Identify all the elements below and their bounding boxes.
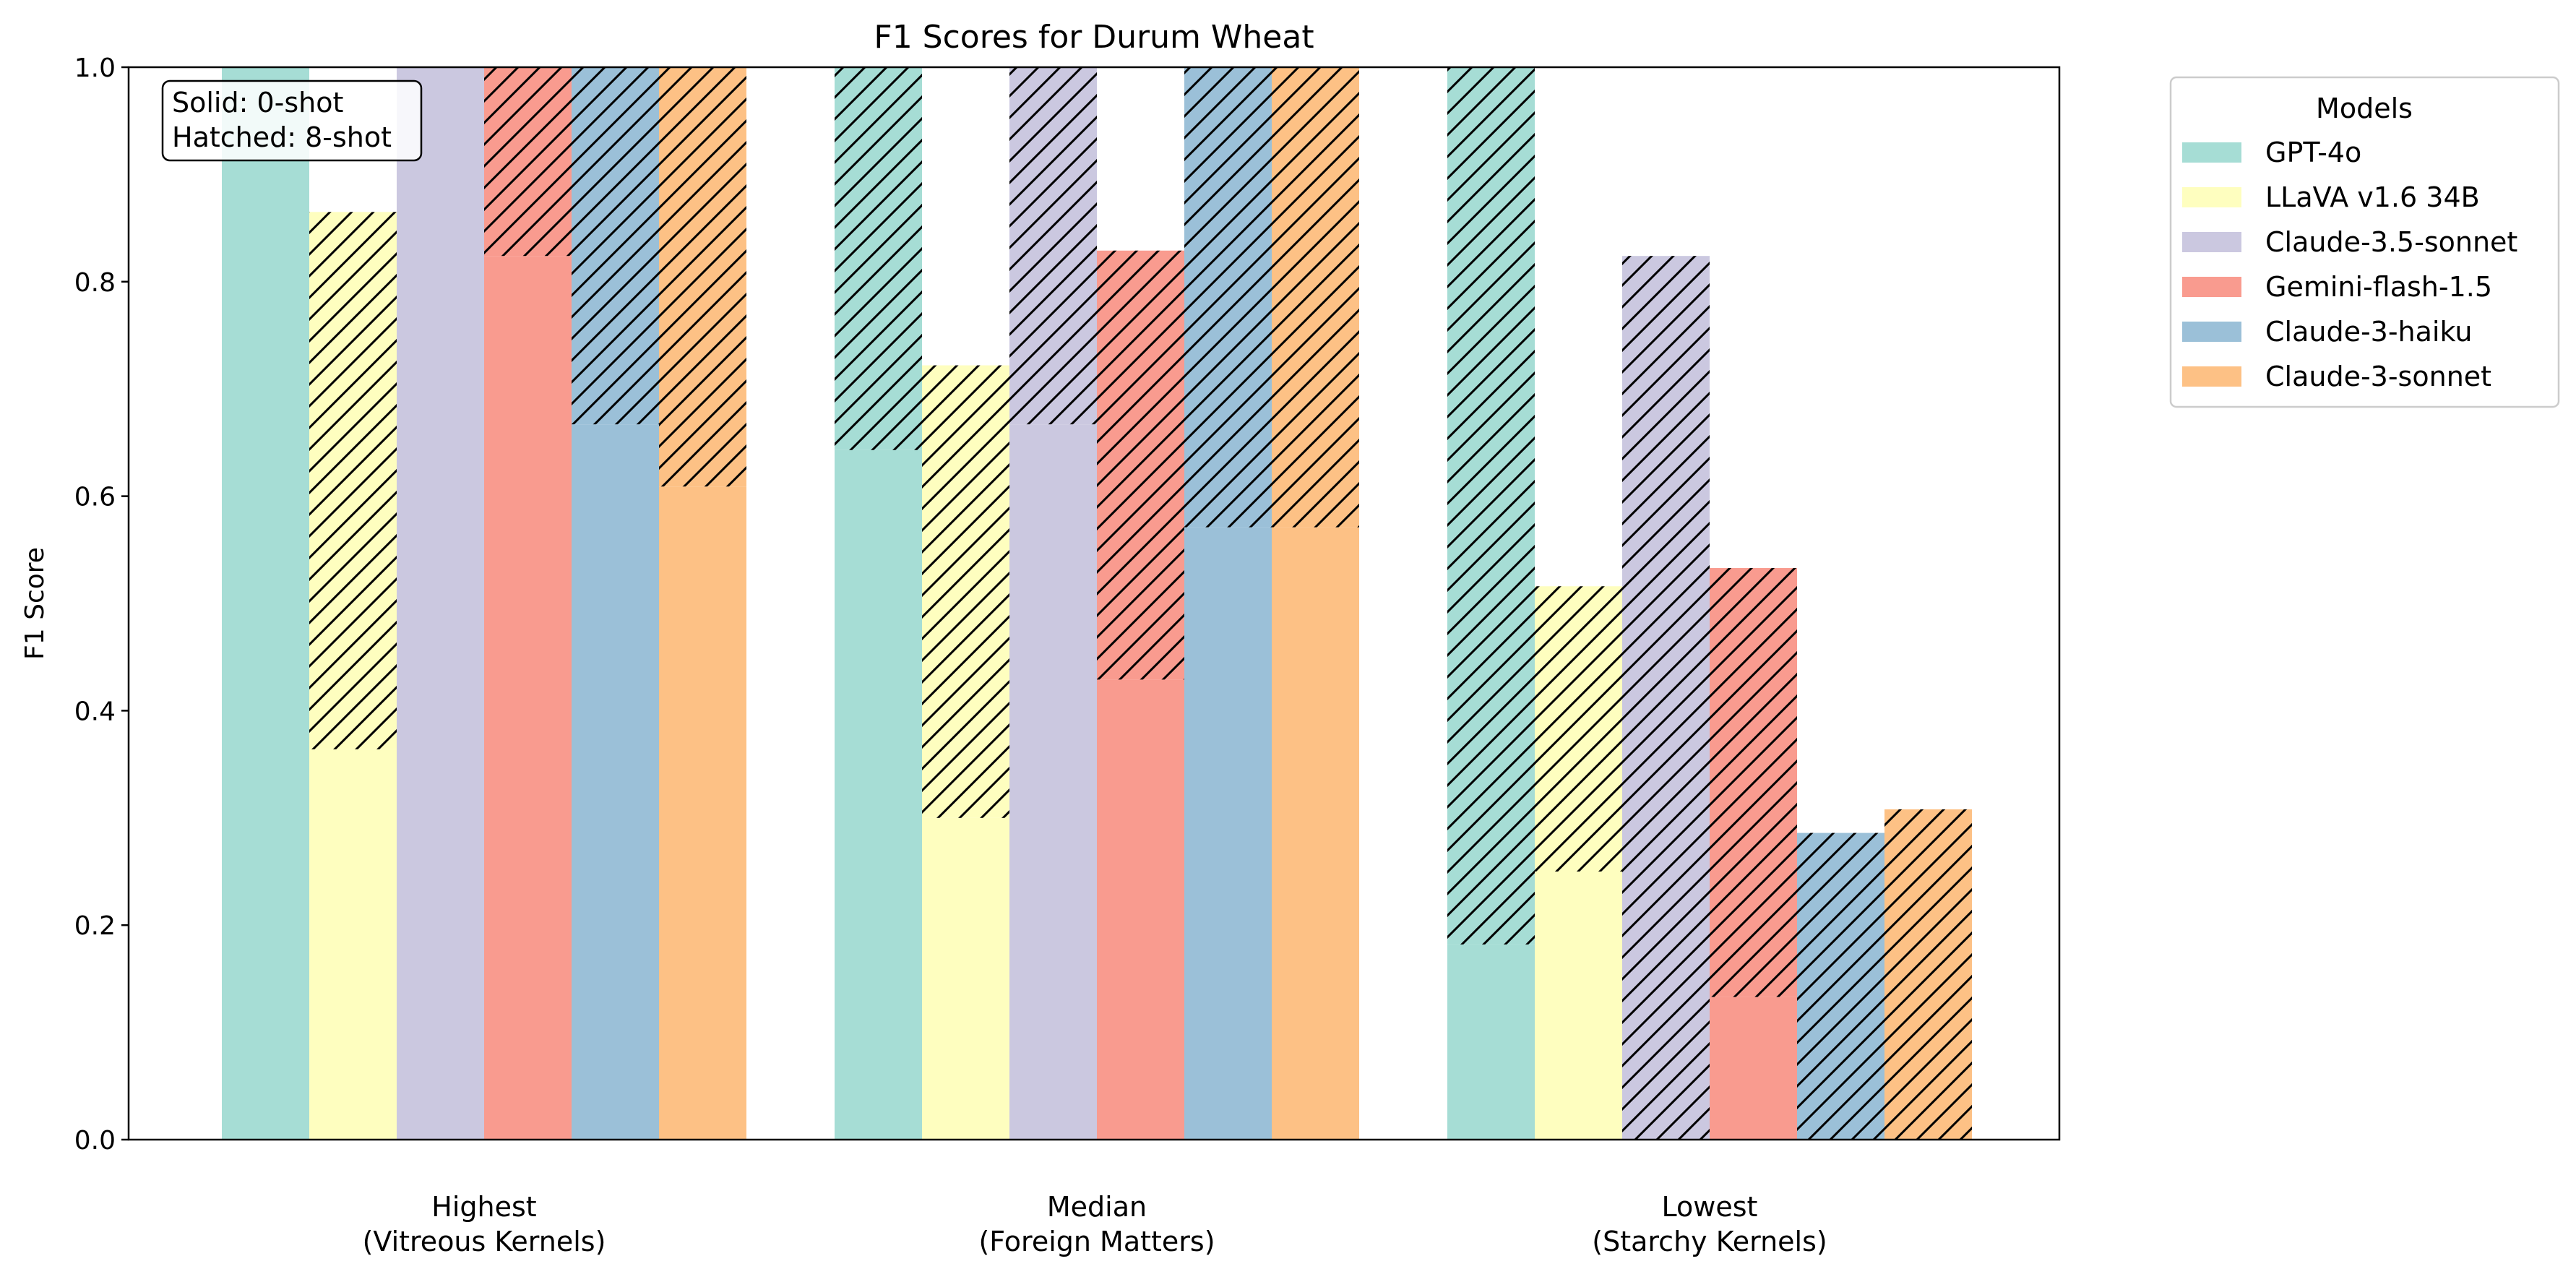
- bar-0shot-1-2: [1535, 872, 1622, 1140]
- legend-swatch-5: [2182, 366, 2241, 387]
- legend-swatch-2: [2182, 232, 2241, 252]
- legend-swatch-1: [2182, 187, 2241, 207]
- bar-0shot-0-1: [835, 449, 922, 1140]
- bar-8shot-hatch-5-2: [1884, 809, 1972, 1140]
- chart-title: F1 Scores for Durum Wheat: [874, 19, 1314, 56]
- bar-0shot-3-0: [484, 256, 572, 1140]
- bar-0shot-3-2: [1710, 997, 1797, 1140]
- bar-8shot-hatch-3-2: [1710, 568, 1797, 997]
- bar-8shot-hatch-3-0: [484, 67, 572, 257]
- legend-label-5: Claude-3-sonnet: [2265, 361, 2491, 392]
- bar-0shot-4-1: [1184, 527, 1272, 1140]
- bar-0shot-1-0: [309, 749, 397, 1140]
- bar-8shot-hatch-0-1: [835, 67, 922, 450]
- bar-0shot-1-1: [922, 817, 1009, 1140]
- bar-8shot-hatch-4-0: [572, 67, 659, 425]
- bar-8shot-hatch-1-1: [922, 365, 1009, 818]
- y-tick-label-5: 1.0: [74, 53, 116, 83]
- x-category-label-2: Lowest (Starchy Kernels): [1592, 1191, 1827, 1257]
- bar-8shot-hatch-1-0: [309, 212, 397, 749]
- bar-0shot-3-1: [1097, 679, 1184, 1140]
- x-category-label-1: Median (Foreign Matters): [978, 1191, 1215, 1257]
- y-tick-label-0: 0.0: [74, 1126, 116, 1156]
- bar-8shot-hatch-2-1: [1009, 67, 1097, 425]
- legend-swatch-3: [2182, 277, 2241, 297]
- bar-0shot-2-0: [397, 67, 484, 1140]
- bar-8shot-hatch-0-2: [1447, 67, 1535, 945]
- x-category-label-0: Highest (Vitreous Kernels): [363, 1191, 606, 1257]
- y-tick-label-4: 0.8: [74, 268, 116, 298]
- legend-swatch-0: [2182, 142, 2241, 163]
- annotation-line-solid: Solid: 0-shot: [172, 87, 343, 119]
- bar-0shot-4-0: [572, 424, 659, 1140]
- bar-8shot-hatch-1-2: [1535, 586, 1622, 872]
- bar-0shot-0-0: [222, 67, 309, 1140]
- y-tick-label-2: 0.4: [74, 697, 116, 726]
- legend-label-2: Claude-3.5-sonnet: [2265, 226, 2517, 258]
- bar-8shot-hatch-5-0: [659, 67, 746, 487]
- legend-label-4: Claude-3-haiku: [2265, 316, 2472, 348]
- legend: Models GPT-4o LLaVA v1.6 34B Claude-3.5-so…: [2169, 76, 2560, 408]
- bar-0shot-5-0: [659, 486, 746, 1140]
- bar-8shot-hatch-4-1: [1184, 67, 1272, 528]
- bar-0shot-5-1: [1272, 527, 1359, 1140]
- axes-layer: 0.0 0.2 0.4 0.6 0.8 1.0 Highest (Vitreous Kerne…: [74, 53, 1827, 1257]
- legend-title: Models: [2316, 93, 2413, 124]
- annotation-frame: [161, 79, 423, 162]
- legend-swatch-4: [2182, 322, 2241, 342]
- y-tick-label-3: 0.6: [74, 483, 116, 512]
- bar-8shot-hatch-5-1: [1272, 67, 1359, 528]
- bar-8shot-hatch-4-2: [1797, 833, 1884, 1140]
- bar-8shot-hatch-3-1: [1097, 250, 1184, 680]
- plot-frame: [127, 66, 2061, 1141]
- shot-annotation: Solid: 0-shot Hatched: 8-shot: [161, 79, 423, 162]
- legend-label-1: LLaVA v1.6 34B: [2265, 181, 2480, 213]
- y-axis-label: F1 Score: [20, 547, 50, 660]
- legend-items: GPT-4o LLaVA v1.6 34B Claude-3.5-sonnet Gem…: [2182, 137, 2517, 392]
- y-tick-label-1: 0.2: [74, 911, 116, 941]
- bars-layer: [222, 67, 1972, 1140]
- legend-label-3: Gemini-flash-1.5: [2265, 271, 2492, 303]
- bar-8shot-hatch-2-2: [1622, 256, 1710, 1140]
- bar-0shot-0-2: [1447, 944, 1535, 1140]
- legend-label-0: GPT-4o: [2265, 137, 2361, 168]
- bar-0shot-2-1: [1009, 424, 1097, 1140]
- annotation-line-hatched: Hatched: 8-shot: [172, 121, 392, 153]
- legend-frame: [2169, 76, 2560, 408]
